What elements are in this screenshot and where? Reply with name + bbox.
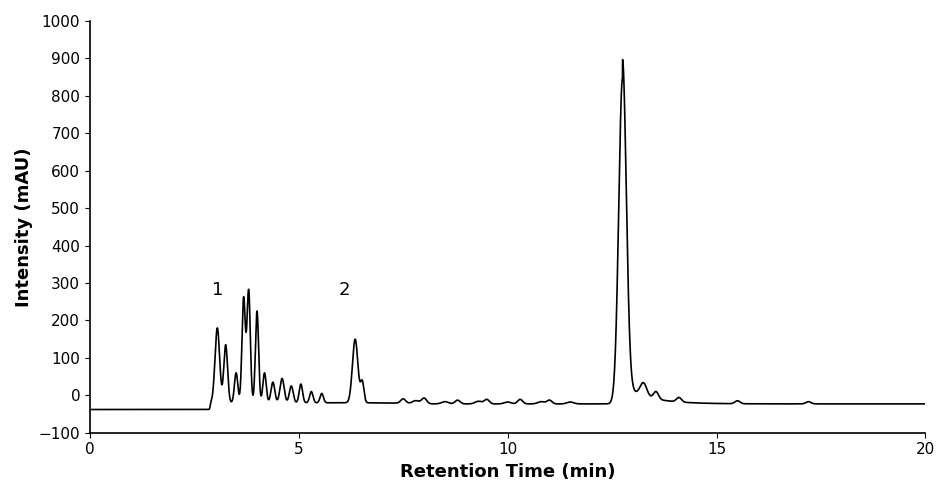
Text: 1: 1 [212,281,223,299]
Y-axis label: Intensity (mAU): Intensity (mAU) [15,147,33,307]
X-axis label: Retention Time (min): Retention Time (min) [400,463,616,481]
Text: 2: 2 [339,281,351,299]
